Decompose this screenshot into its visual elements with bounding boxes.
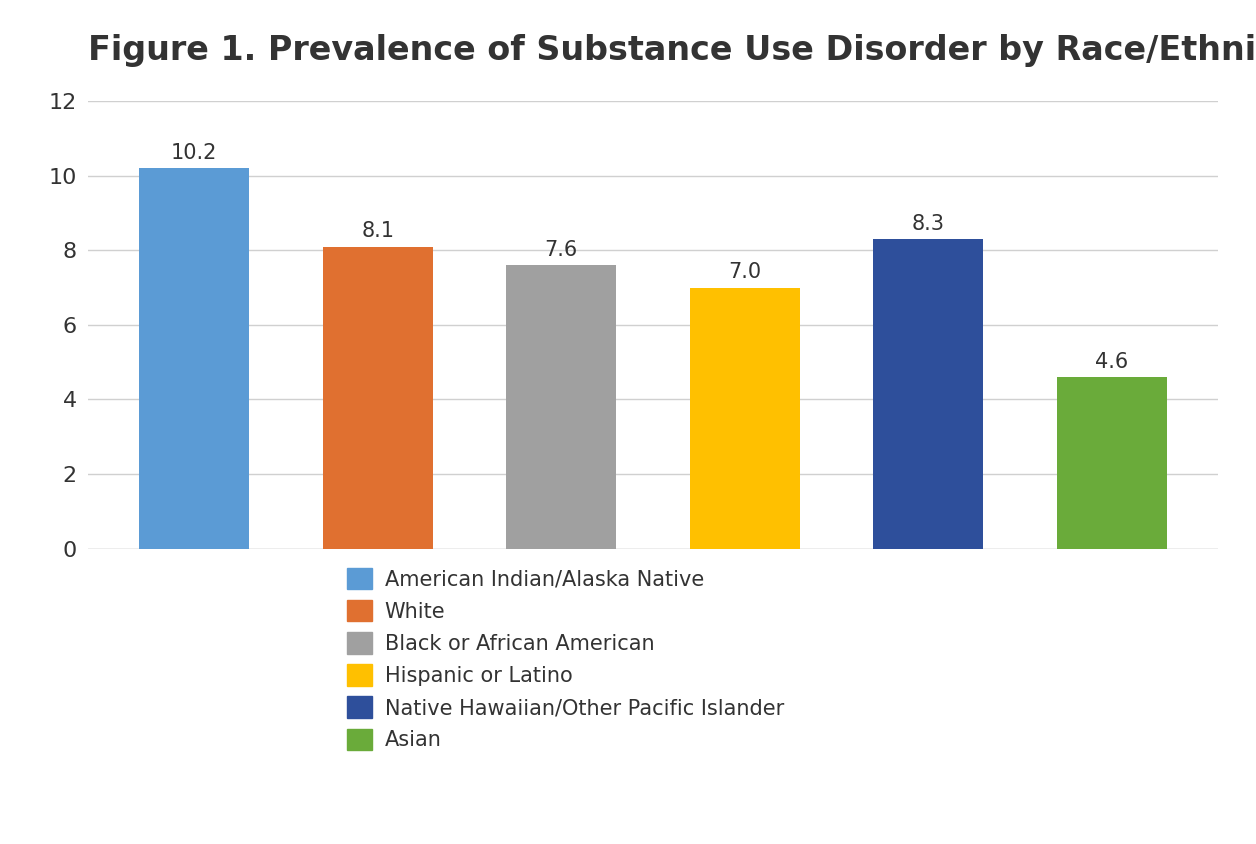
Text: 7.0: 7.0 — [728, 262, 761, 282]
Text: 4.6: 4.6 — [1095, 352, 1128, 371]
Text: 8.3: 8.3 — [912, 214, 945, 234]
Bar — [873, 239, 983, 549]
Text: 10.2: 10.2 — [171, 143, 217, 163]
Bar — [323, 246, 433, 549]
Bar — [506, 265, 617, 549]
Bar — [139, 168, 250, 549]
Bar — [690, 288, 800, 549]
Text: 7.6: 7.6 — [545, 240, 578, 260]
Bar — [1056, 377, 1167, 549]
Legend: American Indian/Alaska Native, White, Black or African American, Hispanic or Lat: American Indian/Alaska Native, White, Bl… — [347, 568, 784, 750]
Text: Figure 1. Prevalence of Substance Use Disorder by Race/Ethnicity (Percentage): Figure 1. Prevalence of Substance Use Di… — [88, 34, 1256, 67]
Text: 8.1: 8.1 — [362, 221, 394, 241]
